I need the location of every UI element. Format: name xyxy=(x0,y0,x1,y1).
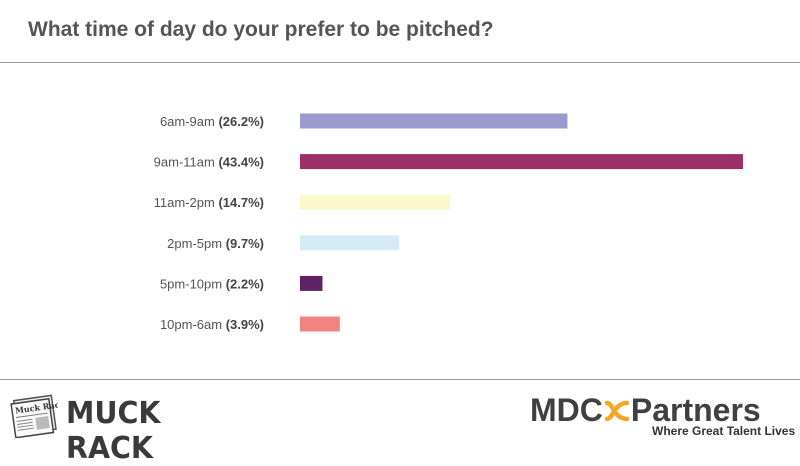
newspaper-icon: Muck Rack xyxy=(10,394,66,439)
bar-5pm-10pm xyxy=(300,275,323,291)
bottom-divider xyxy=(0,379,800,380)
top-divider xyxy=(0,62,800,63)
value-label: (26.2%) xyxy=(218,114,264,129)
category-name: 10pm-6am xyxy=(160,317,226,332)
category-label: 2pm-5pm (9.7%) xyxy=(167,236,264,251)
partners-text: Partners xyxy=(630,392,761,428)
category-name: 6am-9am xyxy=(160,114,219,129)
category-name: 11am-2pm xyxy=(154,195,219,210)
category-label: 6am-9am (26.2%) xyxy=(160,114,264,129)
bar-10pm-6am xyxy=(300,316,340,332)
value-label: (2.2%) xyxy=(226,276,264,291)
chart-title: What time of day do your prefer to be pi… xyxy=(28,18,494,41)
category-label: 10pm-6am (3.9%) xyxy=(160,317,264,332)
value-label: (43.4%) xyxy=(218,155,264,170)
muck-rack-wordmark: MUCK RACK xyxy=(66,396,161,466)
infinity-icon xyxy=(604,400,630,422)
category-name: 9am-11am xyxy=(154,155,219,170)
mdc-tagline: Where Great Talent Lives xyxy=(652,424,796,438)
bar-9am-11am xyxy=(300,154,743,170)
muck-rack-logo: Muck Rack MUCK RACK xyxy=(10,392,250,466)
value-label: (9.7%) xyxy=(226,236,264,251)
bar-11am-2pm xyxy=(300,194,451,210)
bar-2pm-5pm xyxy=(300,235,400,251)
category-name: 2pm-5pm xyxy=(167,236,226,251)
category-label: 9am-11am (43.4%) xyxy=(154,155,264,170)
category-label: 5pm-10pm (2.2%) xyxy=(160,276,264,291)
bar-chart: 6am-9am (26.2%) 9am-11am (43.4%) 11am-2pm … xyxy=(154,113,743,332)
category-name: 5pm-10pm xyxy=(160,276,226,291)
value-label: (14.7%) xyxy=(218,195,264,210)
mdc-partners-wordmark: MDC Partners xyxy=(530,392,761,429)
value-label: (3.9%) xyxy=(226,317,264,332)
category-label: 11am-2pm (14.7%) xyxy=(154,195,264,210)
mdc-text: MDC xyxy=(530,392,603,428)
bar-6am-9am xyxy=(300,113,568,129)
mdc-partners-logo: MDC Partners Where Great Talent Lives xyxy=(530,392,796,442)
